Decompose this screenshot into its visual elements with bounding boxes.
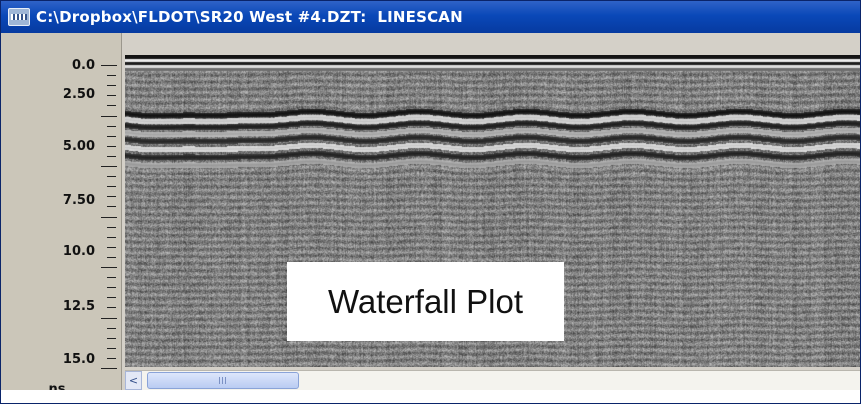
- ruler-tick: [107, 95, 116, 96]
- ruler-tick: [107, 237, 116, 238]
- ruler-tick: [107, 136, 116, 137]
- ruler-tick: [107, 186, 116, 187]
- ruler-tick: [107, 348, 116, 349]
- ruler-tick: [107, 287, 116, 288]
- window-title: C:\Dropbox\FLDOT\SR20 West #4.DZT: LINES…: [36, 8, 463, 26]
- radar-app-icon[interactable]: [8, 8, 30, 26]
- chevron-left-icon: <: [129, 374, 138, 387]
- ruler-tick: [107, 227, 116, 228]
- ruler-label-3: 7.50: [63, 194, 95, 208]
- ruler-label-5: 12.5: [63, 300, 95, 314]
- ruler-label-1: 2.50: [63, 88, 95, 102]
- ruler-tick: [107, 206, 116, 207]
- ruler-tick: [107, 75, 116, 76]
- ruler-tick: [107, 196, 116, 197]
- bottom-strip: [1, 390, 860, 403]
- ruler-tick: [107, 277, 116, 278]
- ruler-tick: [107, 126, 116, 127]
- ruler-tick: [107, 156, 116, 157]
- time-depth-ruler: 0.0 2.50 5.00 7.50 10.0 12.5 15.0 ns: [1, 33, 122, 403]
- ruler-label-0: 0.0: [72, 59, 95, 73]
- ruler-tick: [107, 338, 116, 339]
- ruler-tick: [107, 146, 116, 147]
- ruler-tick: [101, 267, 117, 268]
- ruler-tick: [101, 166, 117, 167]
- ruler-tick: [107, 307, 116, 308]
- scroll-thumb[interactable]: [147, 372, 299, 389]
- ruler-tick: [107, 176, 116, 177]
- scroll-left-button[interactable]: <: [125, 371, 142, 390]
- ruler-tick: [107, 247, 116, 248]
- waterfall-plot-label: Waterfall Plot: [287, 262, 564, 341]
- ruler-label-2: 5.00: [63, 140, 95, 154]
- ruler-tick: [107, 257, 116, 258]
- ruler-tick: [107, 105, 116, 106]
- ruler-tick: [107, 297, 116, 298]
- ruler-tick: [107, 358, 116, 359]
- ruler-label-6: 15.0: [63, 353, 95, 367]
- ruler-tick: [101, 368, 117, 369]
- ruler-tick: [107, 85, 116, 86]
- ruler-label-4: 10.0: [63, 245, 95, 259]
- title-bar[interactable]: C:\Dropbox\FLDOT\SR20 West #4.DZT: LINES…: [1, 1, 860, 33]
- horizontal-scrollbar[interactable]: <: [125, 370, 860, 390]
- ruler-tick: [107, 328, 116, 329]
- ruler-tick: [101, 116, 117, 117]
- ruler-tick: [101, 318, 117, 319]
- ruler-tick: [101, 65, 117, 66]
- ruler-tick: [101, 217, 117, 218]
- grip-icon: [219, 377, 227, 384]
